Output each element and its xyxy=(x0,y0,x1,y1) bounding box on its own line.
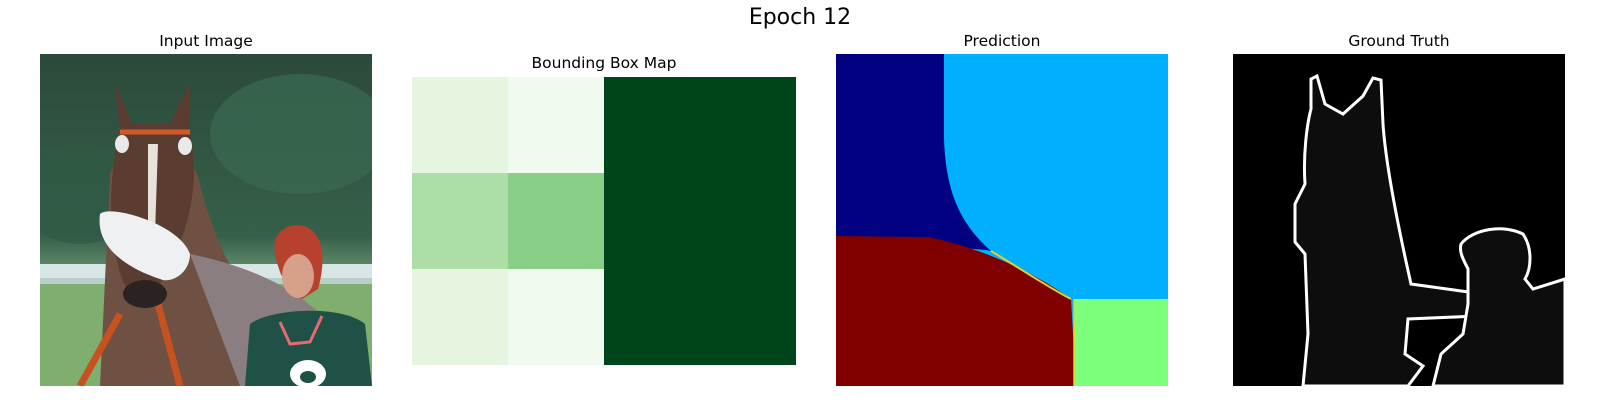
bbox-cell xyxy=(508,269,605,365)
bbox-cell xyxy=(508,173,605,270)
ground-truth-mask xyxy=(1233,54,1565,386)
prediction-region-bottom-right xyxy=(1074,299,1168,386)
horse-photo xyxy=(40,54,372,386)
prediction-map xyxy=(836,54,1168,386)
bbox-cell xyxy=(604,269,701,365)
bbox-cell xyxy=(604,173,701,270)
bbox-cell xyxy=(700,173,796,270)
prediction-title: Prediction xyxy=(963,32,1041,50)
input-image xyxy=(40,54,372,386)
figure-title: Epoch 12 xyxy=(748,5,852,30)
bbox-heatmap xyxy=(412,77,796,365)
bbox-cell xyxy=(412,77,509,174)
bbox-cell xyxy=(700,77,796,174)
bbox-cell xyxy=(700,269,796,365)
person-mask xyxy=(1431,227,1565,386)
bbox-cell xyxy=(604,77,701,174)
ground-truth-title: Ground Truth xyxy=(1348,32,1450,50)
bounding-box-map xyxy=(412,77,796,365)
bbox-cell xyxy=(412,269,509,365)
input-image-title: Input Image xyxy=(159,32,253,50)
horse-mask xyxy=(1293,73,1485,386)
prediction-region-bottom-left xyxy=(836,236,1076,386)
prediction-segmentation xyxy=(836,54,1168,386)
bbox-cell xyxy=(508,77,605,174)
bbox-cell xyxy=(412,173,509,270)
ground-truth-segmentation xyxy=(1233,54,1565,386)
prediction-region-top-left xyxy=(836,54,991,251)
bounding-box-map-title: Bounding Box Map xyxy=(531,54,677,72)
